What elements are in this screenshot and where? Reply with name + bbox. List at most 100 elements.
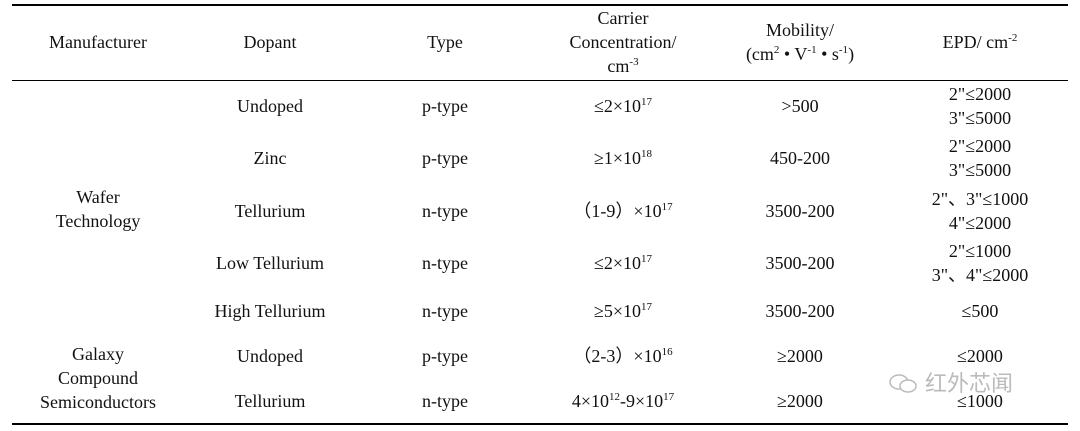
cell-line: Zinc [254, 146, 287, 170]
cell-line: Manufacturer [49, 30, 147, 54]
header-cell: Dopant [244, 30, 297, 54]
cell-line: Tellurium [235, 389, 306, 413]
cell-line: Type [427, 30, 463, 54]
body-cell: p-type [422, 344, 468, 368]
cell-line: 2"≤1000 [932, 239, 1029, 263]
text: 2"、3"≤1000 [931, 189, 1029, 209]
text: 3"≤5000 [948, 160, 1012, 180]
cell-line: ≤1000 [957, 389, 1003, 413]
superscript: -1 [838, 44, 849, 56]
text: High Tellurium [214, 301, 326, 321]
cell-line: Compound [40, 366, 156, 390]
body-cell: Tellurium [235, 199, 306, 223]
text: cm [607, 56, 630, 76]
text: 4×10 [571, 391, 609, 411]
cell-line: Undoped [237, 94, 303, 118]
text: 2"≤1000 [948, 241, 1012, 261]
text: • V [779, 44, 808, 64]
body-cell: 2"≤2000 3"≤5000 [949, 134, 1011, 182]
superscript: 12 [609, 391, 620, 403]
text: Type [427, 32, 463, 52]
manufacturer-cell: Galaxy Compound Semiconductors [40, 342, 156, 414]
cell-line: ≤2×1017 [594, 251, 652, 275]
body-cell: 3500-200 [766, 199, 835, 223]
text: -9×10 [620, 391, 664, 411]
cell-line: Semiconductors [40, 390, 156, 414]
text: 2"≤2000 [948, 136, 1012, 156]
body-cell: 4×1012-9×1017 [572, 389, 674, 413]
cell-line: 3"、4"≤2000 [932, 263, 1029, 287]
text: Undoped [237, 96, 303, 116]
cell-line: Tellurium [235, 199, 306, 223]
cell-line: 3"≤5000 [949, 158, 1011, 182]
cell-line: 4"≤2000 [932, 211, 1029, 235]
text: ) [848, 44, 855, 64]
text: Mobility/ [765, 20, 834, 40]
body-cell: ≥1×1018 [594, 146, 652, 170]
text: Wafer [76, 186, 120, 207]
body-cell: 2"≤1000 3"、4"≤2000 [932, 239, 1029, 287]
text: ≥1×10 [593, 148, 642, 168]
text: （1-9）×10 [573, 201, 662, 221]
watermark-text: 红外芯闻 [925, 372, 1014, 397]
text: p-type [422, 148, 468, 168]
cell-line: Low Tellurium [216, 251, 324, 275]
cell-line: High Tellurium [215, 299, 326, 323]
cell-line: （1-9）×1017 [573, 199, 672, 223]
header-cell: Mobility/(cm2 • V-1 • s-1) [746, 18, 854, 66]
superscript: 2 [773, 44, 780, 56]
text: ≤2000 [957, 346, 1003, 366]
superscript: 17 [641, 301, 653, 313]
superscript: 16 [661, 346, 673, 358]
body-cell: 3500-200 [766, 251, 835, 275]
text: Zinc [253, 148, 287, 168]
text: 3"、4"≤2000 [931, 265, 1029, 285]
cell-line: n-type [422, 299, 468, 323]
body-cell: n-type [422, 389, 468, 413]
cell-line: Dopant [244, 30, 297, 54]
cell-line: 3500-200 [766, 199, 835, 223]
body-cell: n-type [422, 251, 468, 275]
cell-line: n-type [422, 251, 468, 275]
body-cell: 2"、3"≤1000 4"≤2000 [932, 187, 1029, 235]
cell-line: ≥1×1018 [594, 146, 652, 170]
cell-line: ≤2×1017 [594, 94, 652, 118]
header-cell: Type [427, 30, 463, 54]
cell-line: cm-3 [570, 54, 677, 78]
superscript: 17 [661, 201, 673, 213]
text: Manufacturer [49, 32, 147, 52]
cell-line: 450-200 [770, 146, 830, 170]
body-cell: n-type [422, 199, 468, 223]
cell-line: 3500-200 [766, 299, 835, 323]
text: Semiconductors [40, 392, 156, 412]
superscript: 17 [641, 96, 653, 108]
body-cell: （1-9）×1017 [573, 199, 672, 223]
cell-line: >500 [781, 94, 818, 118]
text: Carrier [597, 8, 649, 28]
text: 2"≤2000 [948, 84, 1012, 104]
cell-line: 4×1012-9×1017 [572, 389, 674, 413]
cell-line: 2"≤2000 [949, 134, 1011, 158]
body-cell: Undoped [237, 344, 303, 368]
text: • s [816, 44, 839, 64]
body-cell: ≤2000 [957, 344, 1003, 368]
cell-line: p-type [422, 344, 468, 368]
cell-line: p-type [422, 94, 468, 118]
text: ≥2000 [777, 391, 823, 411]
text: 3"≤5000 [948, 108, 1012, 128]
cell-line: 2"≤2000 [949, 82, 1011, 106]
text: Dopant [243, 32, 297, 52]
cell-line: 3"≤5000 [949, 106, 1011, 130]
body-cell: ≤500 [962, 299, 999, 323]
text: ≤500 [961, 301, 999, 321]
superscript: 17 [663, 391, 675, 403]
cell-line: 2"、3"≤1000 [932, 187, 1029, 211]
text: ≤2×10 [593, 253, 642, 273]
body-cell: 3500-200 [766, 299, 835, 323]
text: n-type [422, 201, 468, 221]
header-cell: EPD/ cm-2 [943, 30, 1018, 54]
text: ≥5×10 [593, 301, 642, 321]
text: Technology [55, 210, 141, 231]
body-cell: p-type [422, 94, 468, 118]
